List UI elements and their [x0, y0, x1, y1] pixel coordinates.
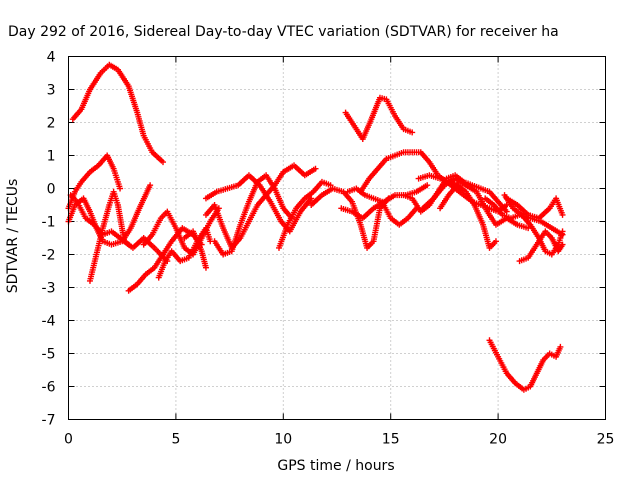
data-series: [338, 182, 431, 222]
tick-labels: 0 5 10 15 20 25 -7 -6 -5 -4 -3 -2 -1 0 1 2 3 4: [42, 50, 615, 448]
data-series: [155, 225, 214, 281]
y-tick-label: -7: [42, 413, 56, 429]
data-series: [276, 178, 334, 251]
grid-lines: [68, 56, 606, 420]
x-axis-label: GPS time / hours: [277, 458, 394, 474]
x-tick-label: 15: [382, 432, 400, 448]
y-tick-label: 1: [47, 149, 56, 165]
y-tick-label: -1: [42, 215, 56, 231]
y-axis-label: SDTVAR / TECUs: [5, 179, 21, 294]
data-series: [308, 185, 392, 251]
y-tick-label: 3: [47, 83, 56, 99]
data-series: [202, 172, 315, 235]
x-tick-label: 10: [274, 432, 292, 448]
y-tick-label: -6: [42, 380, 56, 396]
data-point: [559, 228, 566, 235]
data-series: [516, 228, 566, 265]
data-point: [117, 185, 124, 192]
data-point: [492, 238, 499, 245]
x-tick-label: 5: [171, 432, 180, 448]
data-point: [557, 343, 564, 350]
data-point: [308, 195, 315, 202]
data-series: [344, 185, 420, 228]
data-point: [160, 159, 167, 166]
data-series: [69, 61, 167, 166]
y-tick-label: -2: [42, 248, 56, 264]
data-point: [312, 165, 319, 172]
data-series: [211, 172, 295, 258]
y-tick-label: 2: [47, 116, 56, 132]
data-point: [409, 129, 416, 136]
data-series: [486, 337, 564, 393]
x-tick-label: 0: [64, 432, 73, 448]
data-series: [181, 228, 209, 271]
y-tick-label: 4: [47, 50, 56, 66]
data-points: [65, 61, 566, 393]
data-point: [147, 182, 154, 189]
x-tick-label: 20: [489, 432, 507, 448]
data-series: [342, 94, 416, 142]
y-tick-label: 0: [47, 182, 56, 198]
data-point: [559, 241, 566, 248]
data-point: [125, 241, 132, 248]
x-tick-label: 25: [597, 432, 615, 448]
data-series: [503, 195, 566, 222]
data-point: [559, 211, 566, 218]
data-series: [67, 192, 132, 248]
plot-frame: [68, 56, 606, 420]
data-point: [202, 264, 209, 271]
y-tick-label: -3: [42, 281, 56, 297]
y-tick-label: -5: [42, 347, 56, 363]
y-tick-label: -4: [42, 314, 56, 330]
data-series: [202, 162, 319, 251]
data-point: [424, 182, 431, 189]
chart-title: Day 292 of 2016, Sidereal Day-to-day VTE…: [8, 24, 559, 40]
data-series: [437, 182, 499, 251]
